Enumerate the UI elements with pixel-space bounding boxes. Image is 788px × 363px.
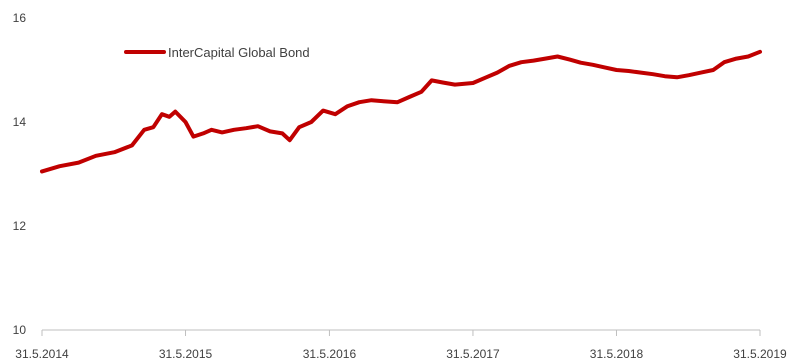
series-line-intercapital-global-bond xyxy=(40,49,762,174)
x-tick-label: 31.5.2018 xyxy=(590,347,644,361)
legend-label: InterCapital Global Bond xyxy=(168,45,310,60)
y-tick-label: 12 xyxy=(13,219,27,233)
x-tick-label: 31.5.2017 xyxy=(446,347,500,361)
y-tick-label: 16 xyxy=(13,11,27,25)
legend: InterCapital Global Bond xyxy=(124,45,310,60)
x-tick-label: 31.5.2014 xyxy=(15,347,69,361)
y-tick-label: 14 xyxy=(13,115,27,129)
y-axis: 10 12 14 16 xyxy=(13,11,27,337)
x-axis: 31.5.2014 31.5.2015 31.5.2016 31.5.2017 31.5… xyxy=(15,330,787,361)
x-tick-label: 31.5.2015 xyxy=(159,347,213,361)
x-tick-label: 31.5.2019 xyxy=(733,347,787,361)
y-tick-label: 10 xyxy=(13,323,27,337)
x-tick-label: 31.5.2016 xyxy=(303,347,357,361)
